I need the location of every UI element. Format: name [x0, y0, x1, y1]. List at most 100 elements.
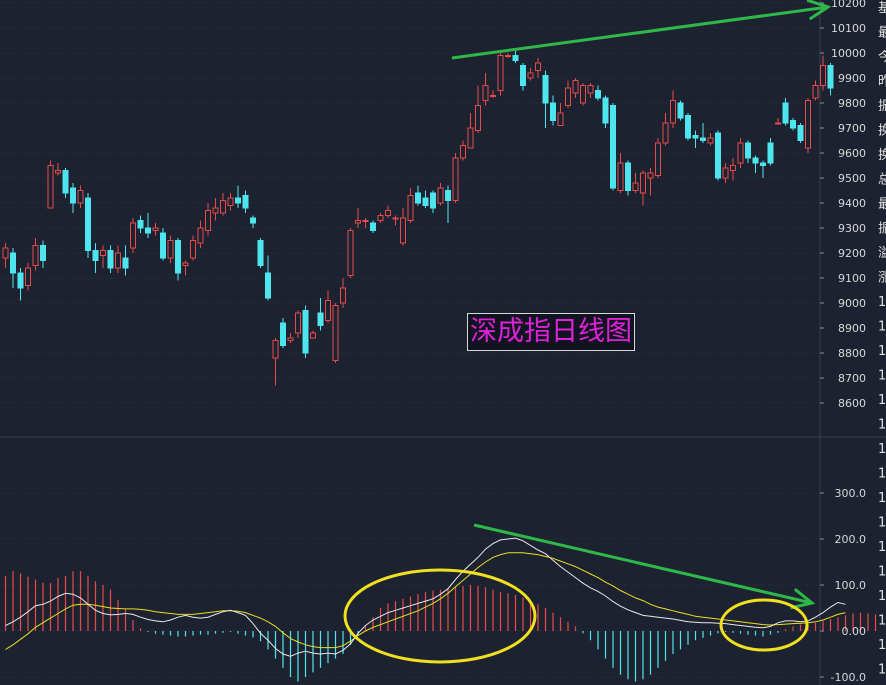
price-tick-label: 8900: [838, 322, 866, 335]
candle-body: [287, 337, 294, 341]
candle-body: [55, 170, 61, 174]
candle-body: [670, 100, 676, 124]
macd-tick-label: 300.0: [835, 487, 867, 500]
price-tick-label: 9500: [838, 172, 866, 185]
dea-line: [5, 552, 846, 650]
candle-body: [152, 227, 159, 231]
candle-body: [62, 170, 69, 194]
candle-body: [227, 197, 234, 206]
price-tick-label: 9400: [838, 197, 866, 210]
candle-body: [100, 250, 106, 256]
candle-body: [820, 65, 826, 86]
right-panel-char: 昨: [878, 75, 886, 90]
right-panel-char: 溢: [878, 246, 886, 261]
candle-body: [92, 250, 99, 261]
candle-body: [115, 252, 121, 269]
candle-body: [572, 80, 579, 94]
candle-body: [790, 120, 796, 129]
price-tick-label: 9300: [838, 222, 866, 235]
annotations: [343, 0, 832, 664]
right-panel-char: 1: [878, 540, 886, 555]
candle-body: [347, 230, 354, 276]
price-tick-label: 8700: [838, 372, 866, 385]
candle-body: [782, 102, 789, 124]
right-panel-char: 今: [878, 49, 886, 65]
candle-body: [542, 75, 549, 104]
right-panel-char: 1: [878, 638, 886, 653]
price-tick-label: 9600: [838, 147, 866, 160]
macd-tick-label: -100.0: [831, 671, 866, 684]
candle-body: [77, 190, 84, 204]
candle-body: [565, 87, 571, 106]
candle-body: [497, 55, 504, 91]
price-tick-label: 10000: [831, 47, 866, 60]
right-panel-char: 振: [878, 99, 886, 114]
candle-body: [47, 165, 54, 209]
candle-body: [632, 182, 639, 191]
candle-body: [415, 192, 421, 204]
candle-body: [520, 65, 526, 86]
candle-body: [355, 220, 361, 224]
candle-body: [340, 287, 346, 304]
candle-body: [407, 195, 414, 221]
right-panel-char: 1: [878, 467, 886, 482]
macd-axis: 300.0 200.0 100.0 0.00 -100.0: [831, 487, 866, 684]
candle-body: [167, 240, 174, 259]
candle-body: [760, 162, 766, 166]
candle-body: [715, 132, 721, 179]
candle-body: [310, 332, 316, 339]
candle-body: [610, 105, 616, 189]
price-tick-label: 9000: [838, 297, 866, 310]
candle-body: [700, 137, 706, 141]
right-panel-char: 换: [878, 148, 886, 163]
price-tick-label: 8800: [838, 347, 866, 360]
candle-body: [295, 312, 301, 334]
candle-body: [482, 85, 489, 101]
price-tick-label: 10100: [831, 22, 866, 35]
right-panel-char: 1: [878, 663, 886, 678]
right-panel-char: 最: [878, 197, 886, 212]
candle-body: [122, 257, 129, 269]
candle-body: [445, 190, 451, 201]
highlight-ellipse-left: [343, 568, 537, 664]
candle-body: [10, 252, 16, 274]
candle-body: [182, 262, 189, 266]
candle-body: [527, 72, 534, 79]
candle-body: [25, 267, 31, 286]
right-panel-char: 1: [878, 344, 886, 359]
candle-body: [220, 200, 226, 214]
candle-body: [707, 137, 714, 144]
candle-body: [745, 142, 751, 159]
candle-body: [137, 220, 144, 229]
candle-body: [17, 272, 24, 289]
price-trend-arrow: [451, 5, 829, 60]
right-panel-char: 1: [878, 320, 886, 335]
candle-body: [145, 227, 151, 234]
candle-body: [595, 90, 601, 99]
candle-body: [467, 127, 474, 149]
candle-body: [205, 210, 211, 231]
candle-body: [692, 135, 699, 139]
candle-body: [550, 102, 556, 121]
candle-body: [655, 142, 661, 176]
macd-histogram: [4, 571, 877, 682]
candle-body: [737, 142, 744, 164]
right-panel-char: 换: [878, 124, 886, 139]
candle-body: [827, 65, 834, 89]
right-panel-char: 1: [878, 393, 886, 408]
highlight-ellipse-right: [719, 598, 809, 652]
candle-body: [512, 55, 519, 61]
candle-body: [377, 215, 384, 221]
macd-tick-label: 0.00: [842, 625, 867, 638]
candle-body: [370, 222, 376, 231]
candle-body: [242, 195, 249, 209]
candle-body: [812, 85, 819, 99]
candle-body: [302, 310, 309, 354]
right-panel-char: 1: [878, 565, 886, 580]
right-panel-char: 1: [878, 442, 886, 457]
right-panel-char: 1: [878, 369, 886, 384]
candlestick-series: [2, 50, 834, 386]
candle-body: [730, 165, 736, 171]
